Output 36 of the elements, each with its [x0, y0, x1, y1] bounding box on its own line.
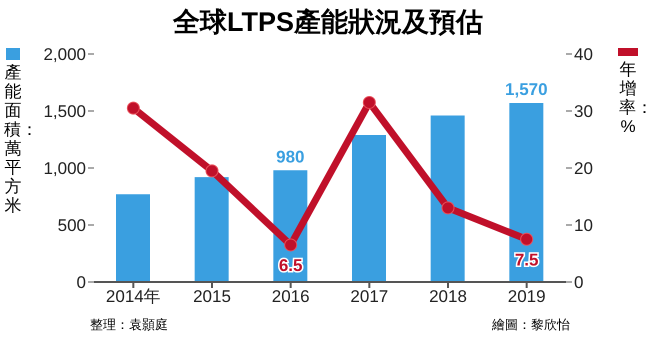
point — [206, 164, 218, 178]
y2-tick-label: 10 — [574, 216, 593, 236]
data-label: 980 — [276, 147, 305, 166]
x-tick-label: 2019 — [508, 287, 546, 306]
y-tick-label: 2,000 — [43, 45, 86, 64]
point — [284, 238, 298, 252]
point — [442, 201, 454, 214]
x-tick-label: 2016 — [272, 287, 310, 306]
y-tick-label: 1,000 — [43, 159, 86, 178]
y2-tick-label: 40 — [574, 45, 593, 64]
y-tick-label: 1,500 — [43, 102, 86, 122]
x-tick-label: 2018 — [429, 287, 467, 306]
bar — [352, 134, 386, 282]
data-label: 1,570 — [505, 80, 548, 100]
y2-tick-label: 20 — [574, 159, 593, 178]
point — [126, 102, 140, 115]
data-label: 6.5 — [278, 256, 302, 275]
y-axis-title: 產能面積：萬平方米 — [4, 63, 38, 215]
x-tick-label: 2015 — [193, 287, 231, 306]
point — [520, 232, 534, 246]
text: 整理：袁顥庭 — [90, 316, 168, 334]
bar — [509, 103, 544, 282]
y-tick-label: 0 — [76, 273, 86, 292]
point — [362, 96, 376, 109]
y2-tick-label: 0 — [574, 273, 584, 292]
chart-title: 全球LTPS產能狀況及預估 — [172, 6, 484, 39]
y-tick-label: 500 — [58, 216, 86, 236]
text: 繪圖：黎欣怡 — [492, 316, 570, 334]
data-label: 7.5 — [514, 250, 538, 270]
bar — [116, 194, 150, 282]
x-tick-label: 2017 — [350, 287, 388, 306]
bar — [430, 116, 465, 282]
x-tick-label: 2014年 — [106, 287, 161, 306]
y2-tick-label: 30 — [574, 102, 593, 122]
bar — [194, 177, 229, 282]
y2-axis-title: 年增率：% — [619, 60, 653, 136]
